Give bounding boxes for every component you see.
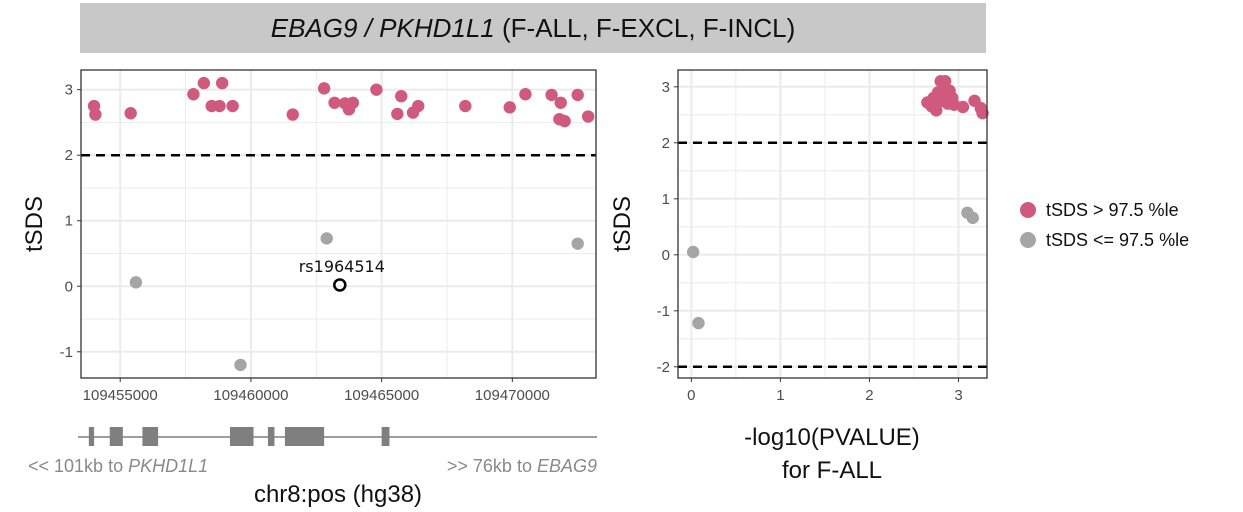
right-gene-distance-label: >> 76kb to EBAG9	[447, 456, 597, 476]
data-point	[930, 104, 943, 117]
data-point	[346, 96, 360, 109]
data-point	[328, 96, 341, 109]
data-point	[966, 211, 979, 225]
data-point	[938, 75, 952, 88]
legend: tSDS > 97.5 %le tSDS <= 97.5 %le	[1020, 200, 1189, 250]
y-tick-label: 3	[662, 79, 670, 96]
data-point	[89, 108, 102, 121]
data-point	[197, 76, 211, 90]
series-low	[129, 232, 584, 372]
page-title: EBAG9 / PKHD1L1 (F-ALL, F-EXCL, F-INCL)	[80, 13, 986, 44]
x-tick-label: 2	[865, 387, 873, 404]
snp-label: rs1964514	[299, 257, 385, 276]
exon-block	[230, 427, 254, 446]
left-distance-text: << 101kb to	[28, 456, 128, 476]
exon-block	[88, 427, 95, 446]
data-point	[234, 358, 247, 372]
gene-track: << 101kb to PKHD1L1 >> 76kb to EBAG9	[28, 427, 597, 476]
data-point	[226, 99, 239, 113]
y-tick-label: 2	[65, 147, 73, 164]
genomic-panel-border	[80, 69, 597, 379]
data-point	[692, 316, 705, 330]
data-point	[976, 106, 989, 120]
data-point	[459, 99, 472, 113]
exon-block	[142, 427, 159, 446]
data-point	[545, 88, 558, 102]
data-point	[571, 237, 584, 250]
data-point	[412, 99, 425, 113]
pvalue-panel: -2 -1 0 1 2 3 0 1 2 3 tSDS	[609, 69, 989, 404]
pvalue-panel-border	[677, 69, 988, 379]
x-tick-label: 109455000	[83, 387, 158, 404]
data-point	[581, 110, 595, 123]
data-point	[391, 107, 404, 121]
data-point	[370, 83, 383, 96]
left-gene-distance-label: << 101kb to PKHD1L1	[28, 456, 208, 476]
exon-block	[284, 427, 325, 446]
y-tick-label: -1	[657, 303, 670, 320]
data-point	[554, 96, 567, 109]
data-point	[187, 88, 200, 101]
data-point	[215, 76, 229, 90]
series-low	[686, 206, 979, 330]
x-tick-label: 0	[687, 387, 695, 404]
data-point	[956, 100, 970, 114]
genomic-grid	[81, 70, 596, 378]
right-gene-name: EBAG9	[537, 456, 597, 476]
y-tick-label: 2	[662, 135, 670, 152]
x-tick-label: 109470000	[475, 387, 550, 404]
data-point	[558, 114, 571, 128]
y-axis-title: tSDS	[21, 196, 48, 252]
header-bar: EBAG9 / PKHD1L1 (F-ALL, F-EXCL, F-INCL)	[80, 3, 986, 53]
y-tick-label: 0	[65, 278, 73, 295]
pvalue-grid	[678, 70, 987, 378]
y-tick-label: 0	[662, 247, 670, 264]
exon-block	[109, 427, 123, 446]
x-tick-label: 3	[954, 387, 962, 404]
x-axis-title: chr8:pos (hg38)	[254, 481, 422, 508]
left-gene-name: PKHD1L1	[128, 456, 208, 476]
data-point	[124, 107, 137, 120]
legend-swatch	[1020, 232, 1036, 248]
gene-b-label: PKHD1L1	[379, 13, 495, 43]
data-point	[686, 245, 700, 259]
x-tick-label: 109460000	[213, 387, 288, 404]
y-tick-label: -2	[657, 359, 670, 376]
right-distance-text: >> 76kb to	[447, 456, 537, 476]
title-subtitle: (F-ALL, F-EXCL, F-INCL)	[494, 13, 796, 43]
x-axis-title-line2: for F-ALL	[782, 457, 882, 484]
series-high	[87, 76, 595, 128]
y-tick-label: -1	[60, 344, 73, 361]
data-point	[213, 99, 226, 113]
title-separator: /	[357, 13, 380, 43]
x-axis-title: -log10(PVALUE)	[744, 424, 920, 451]
genomic-panel: rs1964514 -1 0 1 2 3 109455000 109460000 1094650…	[21, 69, 597, 404]
data-point	[519, 88, 532, 101]
data-point	[571, 88, 584, 102]
legend-swatch	[1020, 202, 1036, 218]
exon-block	[267, 427, 275, 446]
legend-label: tSDS <= 97.5 %le	[1046, 230, 1189, 250]
data-point	[503, 101, 516, 114]
snp-marker	[333, 278, 347, 292]
gene-a-label: EBAG9	[270, 13, 358, 43]
data-point	[317, 82, 331, 95]
data-point	[395, 90, 408, 103]
y-tick-label: 1	[662, 191, 670, 208]
x-tick-label: 109465000	[344, 387, 419, 404]
legend-label: tSDS > 97.5 %le	[1046, 200, 1179, 220]
y-tick-label: 3	[65, 82, 73, 99]
data-point	[286, 108, 299, 121]
series-high	[921, 75, 989, 120]
y-axis-title: tSDS	[609, 196, 636, 252]
data-point	[129, 276, 143, 289]
exon-block	[381, 427, 390, 446]
y-tick-label: 1	[65, 213, 73, 230]
data-point	[320, 232, 333, 245]
x-tick-label: 1	[776, 387, 784, 404]
